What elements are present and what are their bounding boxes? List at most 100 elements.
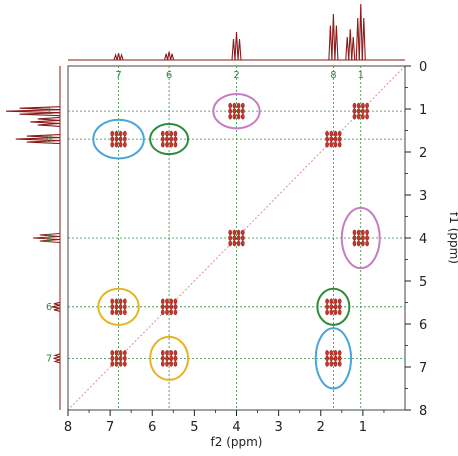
projection-peak (51, 304, 61, 309)
peak-contour (236, 229, 241, 236)
peak-contour (325, 303, 329, 310)
y-tick-label: 4 (419, 232, 427, 247)
peak-contour (114, 303, 119, 310)
projection-peak (30, 119, 61, 124)
peak-contour (333, 309, 338, 316)
projection-peak (5, 109, 61, 114)
peak-contour (110, 355, 115, 362)
peak-contour (160, 130, 165, 137)
peak-contour (337, 298, 342, 305)
peak-contour (325, 130, 329, 137)
peak-contour (228, 113, 232, 120)
peak-contour (165, 130, 169, 137)
peak-contour (329, 303, 334, 310)
peak-contour (232, 240, 237, 247)
cross-peak (325, 298, 342, 316)
projection-peak (53, 353, 61, 358)
peak-contour (325, 350, 329, 356)
peak-contour (160, 355, 165, 362)
peak-contour (123, 130, 127, 137)
peak-contour (118, 136, 123, 142)
highlight-ellipses (92, 92, 381, 390)
projection-peak (328, 25, 333, 61)
peak-contour (173, 350, 178, 356)
peak-contour (361, 235, 365, 241)
highlight-ellipse (92, 118, 145, 160)
highlight-ellipse (149, 335, 190, 381)
peak-contour (169, 361, 173, 367)
peak-contour (160, 136, 165, 142)
peak-contour (236, 113, 241, 120)
peak-contour (228, 229, 232, 236)
cross-peak (160, 298, 178, 316)
highlight-ellipse (316, 287, 351, 326)
x-tick-label: 5 (190, 420, 198, 435)
projection-peak (26, 134, 61, 139)
y-tick-label: 7 (419, 361, 427, 376)
peak-contour (365, 113, 369, 120)
peak-contour (173, 141, 178, 148)
peak-contour (118, 141, 123, 148)
peak-contour (118, 303, 123, 310)
projection-peak (32, 235, 61, 241)
cross-peak (228, 229, 245, 247)
projection-peak (345, 36, 350, 61)
peak-contour (123, 350, 127, 356)
peak-contour (228, 235, 232, 241)
peak-contour (337, 136, 342, 142)
peak-contour (333, 130, 338, 137)
highlight-ellipse (97, 287, 140, 326)
y-tick-label: 8 (419, 404, 427, 419)
peak-contour (329, 141, 334, 148)
peak-contour (165, 298, 169, 305)
projection-peak (53, 359, 61, 364)
peak-contour (165, 136, 169, 142)
guide-label-top: 7 (115, 70, 121, 81)
peak-contour (352, 108, 357, 114)
peak-contour (337, 303, 342, 310)
peak-contour (333, 136, 338, 142)
peak-contour (236, 240, 241, 247)
projection-peak (37, 122, 61, 127)
peak-contour (165, 141, 169, 148)
peak-contour (352, 102, 357, 109)
peak-contour (232, 229, 237, 236)
peak-contour (333, 298, 338, 305)
peak-contour (365, 108, 369, 114)
peak-contour (333, 350, 338, 356)
highlight-ellipse (212, 92, 261, 130)
projection-peak (348, 29, 353, 61)
peak-contour (240, 240, 245, 247)
projection-peak (355, 17, 360, 61)
peak-contour (325, 355, 329, 362)
peak-contour (232, 108, 237, 114)
peak-contour (365, 235, 369, 241)
x-tick-label: 7 (106, 420, 114, 435)
peak-contour (118, 309, 123, 316)
peak-contour (356, 235, 361, 241)
peak-contour (114, 130, 119, 137)
peak-contour (352, 235, 357, 241)
projection-peak (39, 238, 61, 244)
guide-label-top: 8 (330, 70, 336, 81)
peak-contour (337, 361, 342, 367)
peak-contour (165, 355, 169, 362)
projection-peak (231, 38, 236, 61)
projection-peak (167, 51, 172, 61)
projection-peak (53, 301, 61, 306)
cross-peak (228, 102, 245, 120)
peak-contour (356, 102, 361, 109)
cross-peak (110, 298, 127, 316)
peak-contour (118, 298, 123, 305)
peak-contour (228, 108, 232, 114)
peak-contour (160, 361, 165, 367)
peak-contour (160, 141, 165, 148)
cross-peak (352, 229, 369, 247)
guide-label-left: 6 (46, 302, 52, 313)
peak-contour (165, 361, 169, 367)
peak-contour (114, 350, 119, 356)
peak-contour (169, 298, 173, 305)
projection-peak (358, 3, 363, 61)
peak-contour (240, 235, 245, 241)
guide-label-left: 8 (46, 134, 52, 145)
